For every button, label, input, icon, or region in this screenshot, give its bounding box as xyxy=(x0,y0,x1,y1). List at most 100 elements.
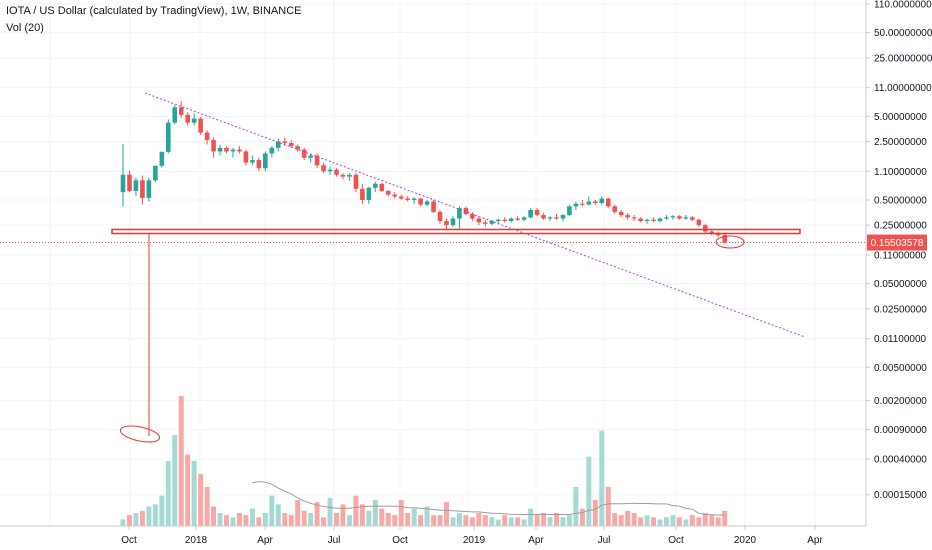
price-tick-label: 0.11000000 xyxy=(874,251,927,262)
volume-bar xyxy=(146,506,152,526)
candle-body xyxy=(463,208,469,214)
volume-indicator-label: Vol (20) xyxy=(6,22,44,34)
price-tick-label: 0.00040000 xyxy=(874,455,927,466)
candle-body xyxy=(165,122,171,152)
candle-body xyxy=(288,142,294,147)
time-tick-label: Apr xyxy=(257,535,273,546)
volume-bar xyxy=(353,495,359,526)
volume-bar xyxy=(515,517,521,526)
volume-bar xyxy=(709,515,715,526)
candle-body xyxy=(172,107,178,123)
volume-bar xyxy=(553,513,559,526)
volume-bar xyxy=(269,495,275,526)
volume-bar xyxy=(243,515,249,526)
price-tick-label: 25.00000000 xyxy=(874,53,932,64)
price-tick-label: 0.01100000 xyxy=(874,334,927,345)
last-price-tag: 0.15503578 xyxy=(0,234,927,251)
candle-body xyxy=(612,206,618,212)
candle-body xyxy=(282,141,288,143)
volume-bar xyxy=(469,517,475,526)
candle-body xyxy=(722,235,728,243)
volume-bar xyxy=(495,519,501,526)
volume-bar xyxy=(159,495,165,526)
volume-bar xyxy=(651,517,657,526)
candle-body xyxy=(237,149,242,152)
candle-body xyxy=(515,218,520,220)
volume-bar xyxy=(579,508,585,526)
time-tick-label: Apr xyxy=(528,535,544,546)
candle-body xyxy=(470,213,475,219)
time-tick-label: Apr xyxy=(807,535,823,546)
candle-body xyxy=(347,174,352,177)
trendline xyxy=(144,92,806,338)
price-tick-label: 0.25000000 xyxy=(874,221,927,232)
last-price-label: 0.15503578 xyxy=(871,238,924,249)
candle-body xyxy=(625,215,630,218)
candle-body xyxy=(638,218,643,222)
candle-body xyxy=(580,203,585,205)
volume-bar xyxy=(256,517,262,526)
price-tick-label: 2.50000000 xyxy=(874,137,927,148)
candle-body xyxy=(269,147,275,154)
volume-bar xyxy=(372,500,378,526)
price-tick-label: 0.02500000 xyxy=(874,304,927,315)
candle-body xyxy=(256,160,262,169)
volume-bar xyxy=(172,435,178,526)
last-price-badge xyxy=(867,234,927,251)
volume-bar xyxy=(411,508,417,526)
volume-bar xyxy=(346,515,352,526)
candle-body xyxy=(457,208,462,219)
volume-bar xyxy=(560,517,566,526)
volume-bar xyxy=(308,513,314,526)
volume-bar xyxy=(275,504,281,526)
candle-body xyxy=(554,217,559,219)
volume-bar xyxy=(392,515,398,526)
volume-bar xyxy=(534,515,540,526)
candle-body xyxy=(664,217,669,219)
candle-body xyxy=(230,149,236,152)
volume-bar xyxy=(625,510,631,526)
volume-bar xyxy=(379,508,385,526)
volume-bar xyxy=(638,517,644,526)
volume-bar xyxy=(605,487,611,526)
volume-bar xyxy=(631,513,637,526)
candle-body xyxy=(327,169,333,172)
volume-moving-average xyxy=(252,481,725,516)
candle-body xyxy=(677,216,682,219)
volume-bar xyxy=(683,519,689,526)
candle-body xyxy=(191,118,197,123)
support-band xyxy=(111,228,801,235)
volume-bar xyxy=(236,513,242,526)
candle-body xyxy=(657,218,663,222)
candle-body xyxy=(373,183,378,188)
volume-bar xyxy=(592,500,598,526)
volume-bar xyxy=(450,517,456,526)
price-tick-label: 5.00000000 xyxy=(874,112,927,123)
volume-bar xyxy=(120,519,126,526)
volume-bar xyxy=(702,513,708,526)
volume-bar xyxy=(689,515,695,526)
candle-body xyxy=(431,201,436,212)
volume-bar xyxy=(722,510,728,526)
candle-body xyxy=(178,107,184,115)
candle-body xyxy=(703,225,708,232)
volume-bar xyxy=(165,461,171,526)
price-axis: 110.00000000 50.00000000 25.00000000 11.000… xyxy=(866,0,932,501)
candle-body xyxy=(690,217,695,220)
candle-body xyxy=(605,198,611,207)
volume-bar xyxy=(249,508,255,526)
volume-bar xyxy=(437,515,443,526)
candle-body xyxy=(366,187,372,200)
volume-bar xyxy=(547,517,553,526)
volume-bar xyxy=(528,508,534,526)
price-tick-label: 0.00015000 xyxy=(874,490,927,501)
volume-bar xyxy=(152,504,158,526)
volume-bar xyxy=(418,515,424,526)
candle-body xyxy=(508,218,514,222)
volume-bar xyxy=(139,510,145,526)
candle-body xyxy=(651,219,656,222)
price-tick-label: 110.00000000 xyxy=(874,0,932,11)
time-tick-label: Oct xyxy=(668,535,684,546)
volume-bar xyxy=(198,474,204,526)
